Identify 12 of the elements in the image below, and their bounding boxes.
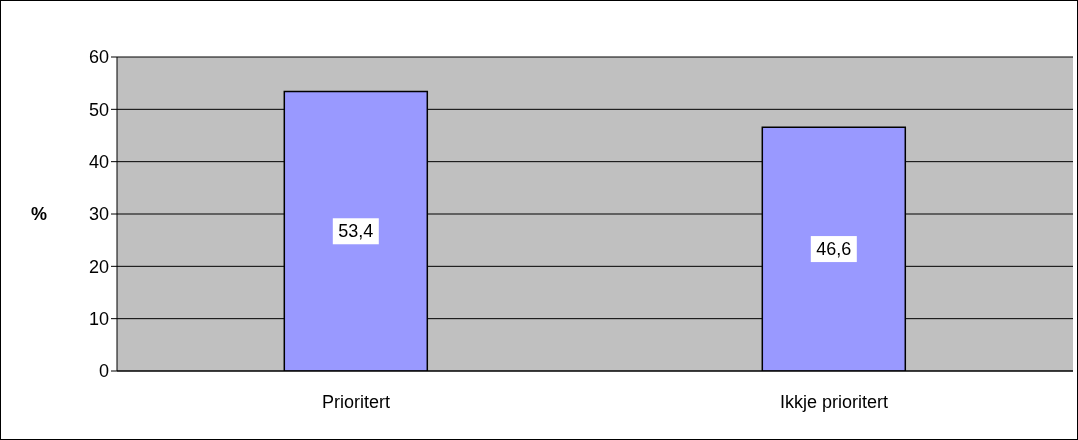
- data-label: 46,6: [816, 239, 852, 260]
- x-tick-label: Ikkje prioritert: [779, 391, 889, 412]
- x-tick-label: Prioritert: [321, 391, 391, 412]
- y-tick-label: 10: [88, 309, 109, 330]
- y-axis-title: %: [31, 204, 48, 225]
- y-tick-label: 20: [88, 256, 109, 277]
- y-tick-label: 30: [88, 204, 109, 225]
- y-tick-label: 50: [88, 99, 109, 120]
- data-label: 53,4: [338, 221, 374, 242]
- y-tick-label: 0: [98, 361, 109, 382]
- y-tick-label: 60: [88, 47, 109, 68]
- y-tick-label: 40: [88, 152, 109, 173]
